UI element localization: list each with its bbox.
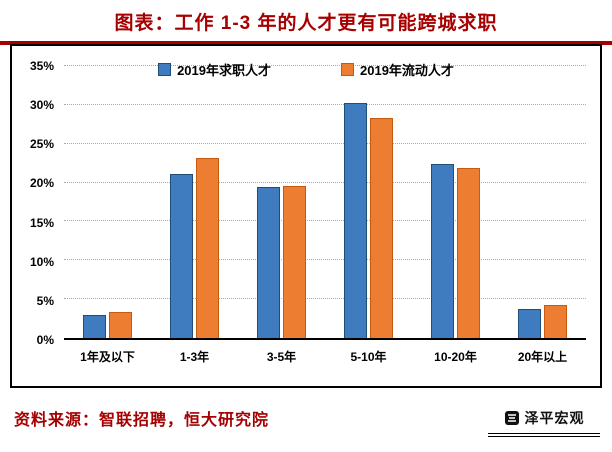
bar-2019年流动人才-5-10年	[370, 118, 393, 338]
y-tick-10%: 10%	[29, 254, 54, 269]
y-tick-5%: 5%	[36, 293, 54, 308]
legend-item-2: 2019年流动人才	[341, 60, 454, 79]
zeping-logo-icon	[504, 411, 519, 425]
bar-2019年流动人才-3-5年	[283, 186, 306, 338]
x-tick-3-5年: 3-5年	[266, 350, 297, 364]
x-tick-1年及以下: 1年及以下	[80, 350, 135, 364]
legend-swatch-2	[341, 63, 354, 76]
plot-area	[64, 65, 586, 340]
bar-2019年流动人才-1年及以下	[109, 311, 132, 338]
bar-2019年求职人才-3-5年	[257, 187, 280, 338]
bar-2019年求职人才-5-10年	[344, 102, 367, 338]
bar-chart: 2019年求职人才 2019年流动人才 0% 5% 10% 15% 20% 25% 30% 35…	[10, 44, 602, 388]
source-note: 资料来源：智联招聘，恒大研究院	[14, 412, 270, 429]
legend-item-1: 2019年求职人才	[158, 60, 271, 79]
bar-2019年求职人才-1-3年	[170, 174, 193, 338]
x-tick-10-20年: 10-20年	[434, 350, 477, 364]
y-tick-30%: 30%	[29, 98, 54, 113]
bar-2019年流动人才-1-3年	[196, 158, 219, 338]
legend-label-1: 2019年求职人才	[177, 63, 271, 78]
x-tick-1-3年: 1-3年	[179, 350, 210, 364]
brand-name: 泽平宏观	[524, 410, 585, 426]
brand-underline	[488, 433, 600, 437]
gridline-35%	[64, 65, 586, 66]
chart-legend: 2019年求职人才 2019年流动人才	[12, 60, 600, 79]
bar-2019年求职人才-1年及以下	[83, 314, 106, 338]
y-tick-15%: 15%	[29, 215, 54, 230]
x-axis-labels: 1年及以下 1-3年 3-5年 5-10年 10-20年 20年以上	[64, 348, 586, 366]
bar-group-10-20年	[412, 66, 499, 338]
gridline-30%	[64, 103, 586, 105]
bar-2019年流动人才-20年以上	[544, 305, 567, 338]
x-tick-5-10年: 5-10年	[350, 350, 387, 364]
y-tick-20%: 20%	[29, 176, 54, 191]
gridline-15%	[64, 220, 586, 222]
bar-2019年求职人才-20年以上	[518, 309, 541, 338]
gridline-25%	[64, 142, 586, 144]
bar-2019年求职人才-10-20年	[431, 163, 454, 338]
bar-group-3-5年	[238, 66, 325, 338]
brand-row: 泽平宏观	[488, 408, 600, 428]
title-rule	[0, 41, 612, 45]
bar-group-20年以上	[499, 66, 586, 338]
brand-block: 泽平宏观	[488, 408, 600, 437]
bar-2019年流动人才-10-20年	[457, 167, 480, 338]
gridline-5%	[64, 298, 586, 300]
legend-swatch-1	[158, 63, 172, 76]
gridline-20%	[64, 181, 586, 183]
y-tick-35%: 35%	[29, 59, 54, 73]
y-tick-0%: 0%	[36, 333, 54, 347]
page-title: 图表：工作 1-3 年的人才更有可能跨城求职	[114, 13, 498, 34]
gridline-10%	[64, 259, 586, 261]
legend-label-2: 2019年流动人才	[360, 63, 454, 78]
y-axis-labels: 0% 5% 10% 15% 20% 25% 30% 35%	[12, 59, 60, 347]
x-tick-20年以上: 20年以上	[517, 350, 568, 364]
bar-group-5-10年	[325, 66, 412, 338]
bar-group-1-3年	[151, 66, 238, 338]
bar-group-1年及以下	[64, 66, 151, 338]
y-tick-25%: 25%	[29, 137, 54, 152]
